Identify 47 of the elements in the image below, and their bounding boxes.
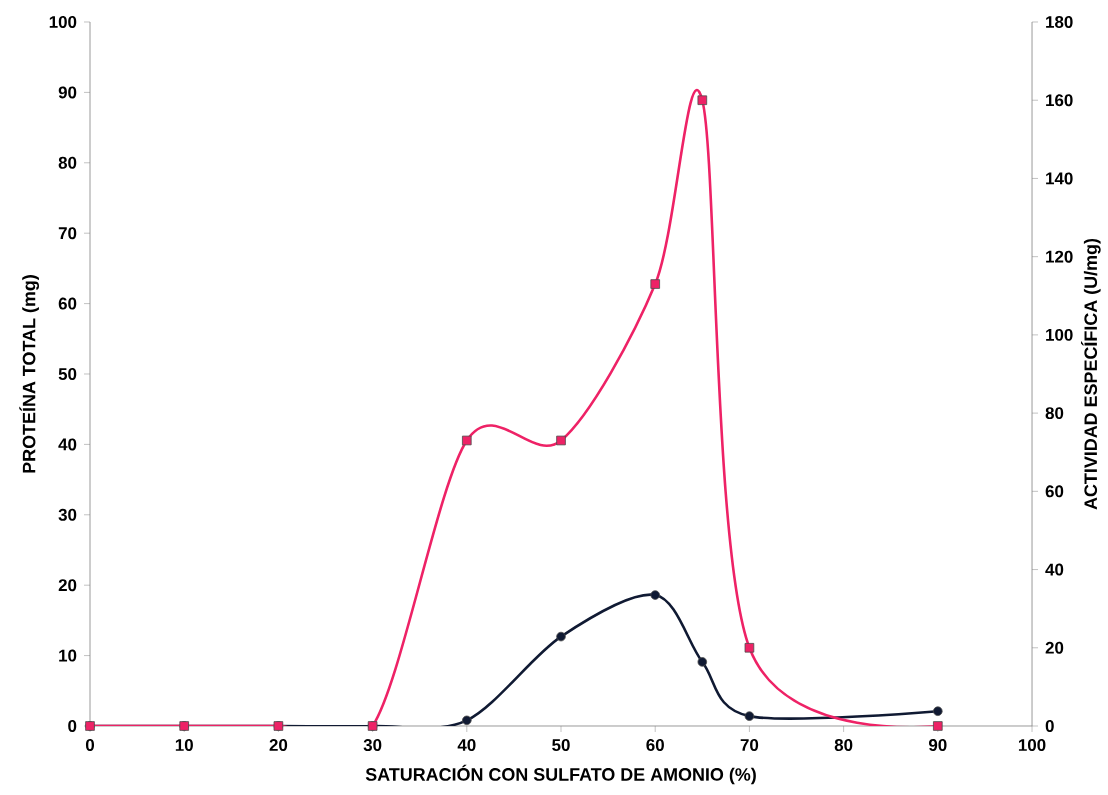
y2-tick-label: 120 [1046, 250, 1073, 263]
y2-tick-label: 20 [1045, 641, 1064, 654]
y-tick-label: 40 [58, 438, 77, 451]
x-tick-label: 0 [85, 739, 95, 752]
point [556, 631, 566, 642]
x-tick-label: 100 [1018, 739, 1046, 752]
y2-tick-label: 100 [1046, 328, 1073, 341]
point [462, 435, 472, 446]
y-tick-label: 20 [58, 579, 77, 592]
y2-tick-label: 160 [1046, 94, 1073, 107]
y2-axis-title: ACTIVIDAD ESPECÍFICA (U/mg) [1080, 238, 1101, 510]
y-tick-label: 70 [58, 227, 77, 240]
y-tick-label: 90 [58, 86, 77, 99]
x-tick-label: 40 [457, 739, 476, 752]
point [697, 95, 708, 105]
y2-tick-label: 40 [1045, 563, 1064, 576]
point [744, 711, 755, 721]
y2-tick-label: 0 [1045, 720, 1054, 732]
x-tick-label: 70 [740, 739, 759, 752]
point [462, 715, 472, 726]
y-tick-label: 60 [58, 297, 77, 310]
point [744, 642, 755, 653]
y-tick-label: 50 [58, 368, 77, 380]
x-tick-label: 80 [834, 739, 853, 752]
y-tick-label: 30 [58, 508, 77, 521]
y2-tick-label: 80 [1045, 407, 1064, 420]
x-tick-label: 60 [646, 739, 664, 752]
y-axis-title: PROTEÍNA TOTAL (mg) [19, 275, 40, 473]
y-tick-label: 0 [68, 720, 77, 732]
x-tick-label: 30 [363, 739, 382, 752]
point [650, 279, 660, 289]
y-tick-label: 80 [58, 156, 77, 169]
y2-tick-label: 60 [1045, 485, 1064, 498]
x-tick-label: 10 [175, 739, 193, 752]
point [933, 721, 943, 731]
y2-tick-label: 180 [1046, 16, 1073, 28]
y2-tick-label: 140 [1046, 172, 1073, 185]
point [556, 435, 566, 446]
x-tick-label: 20 [269, 739, 288, 752]
point [697, 657, 708, 667]
x-axis-title: SATURACIÓN CON SULFATO DE AMONIO (%) [365, 764, 756, 785]
point [933, 706, 943, 716]
y-tick-label: 10 [59, 649, 77, 662]
point [650, 590, 660, 600]
y-tick-label: 100 [49, 16, 77, 28]
x-tick-label: 50 [552, 739, 570, 752]
x-tick-label: 90 [928, 739, 947, 752]
